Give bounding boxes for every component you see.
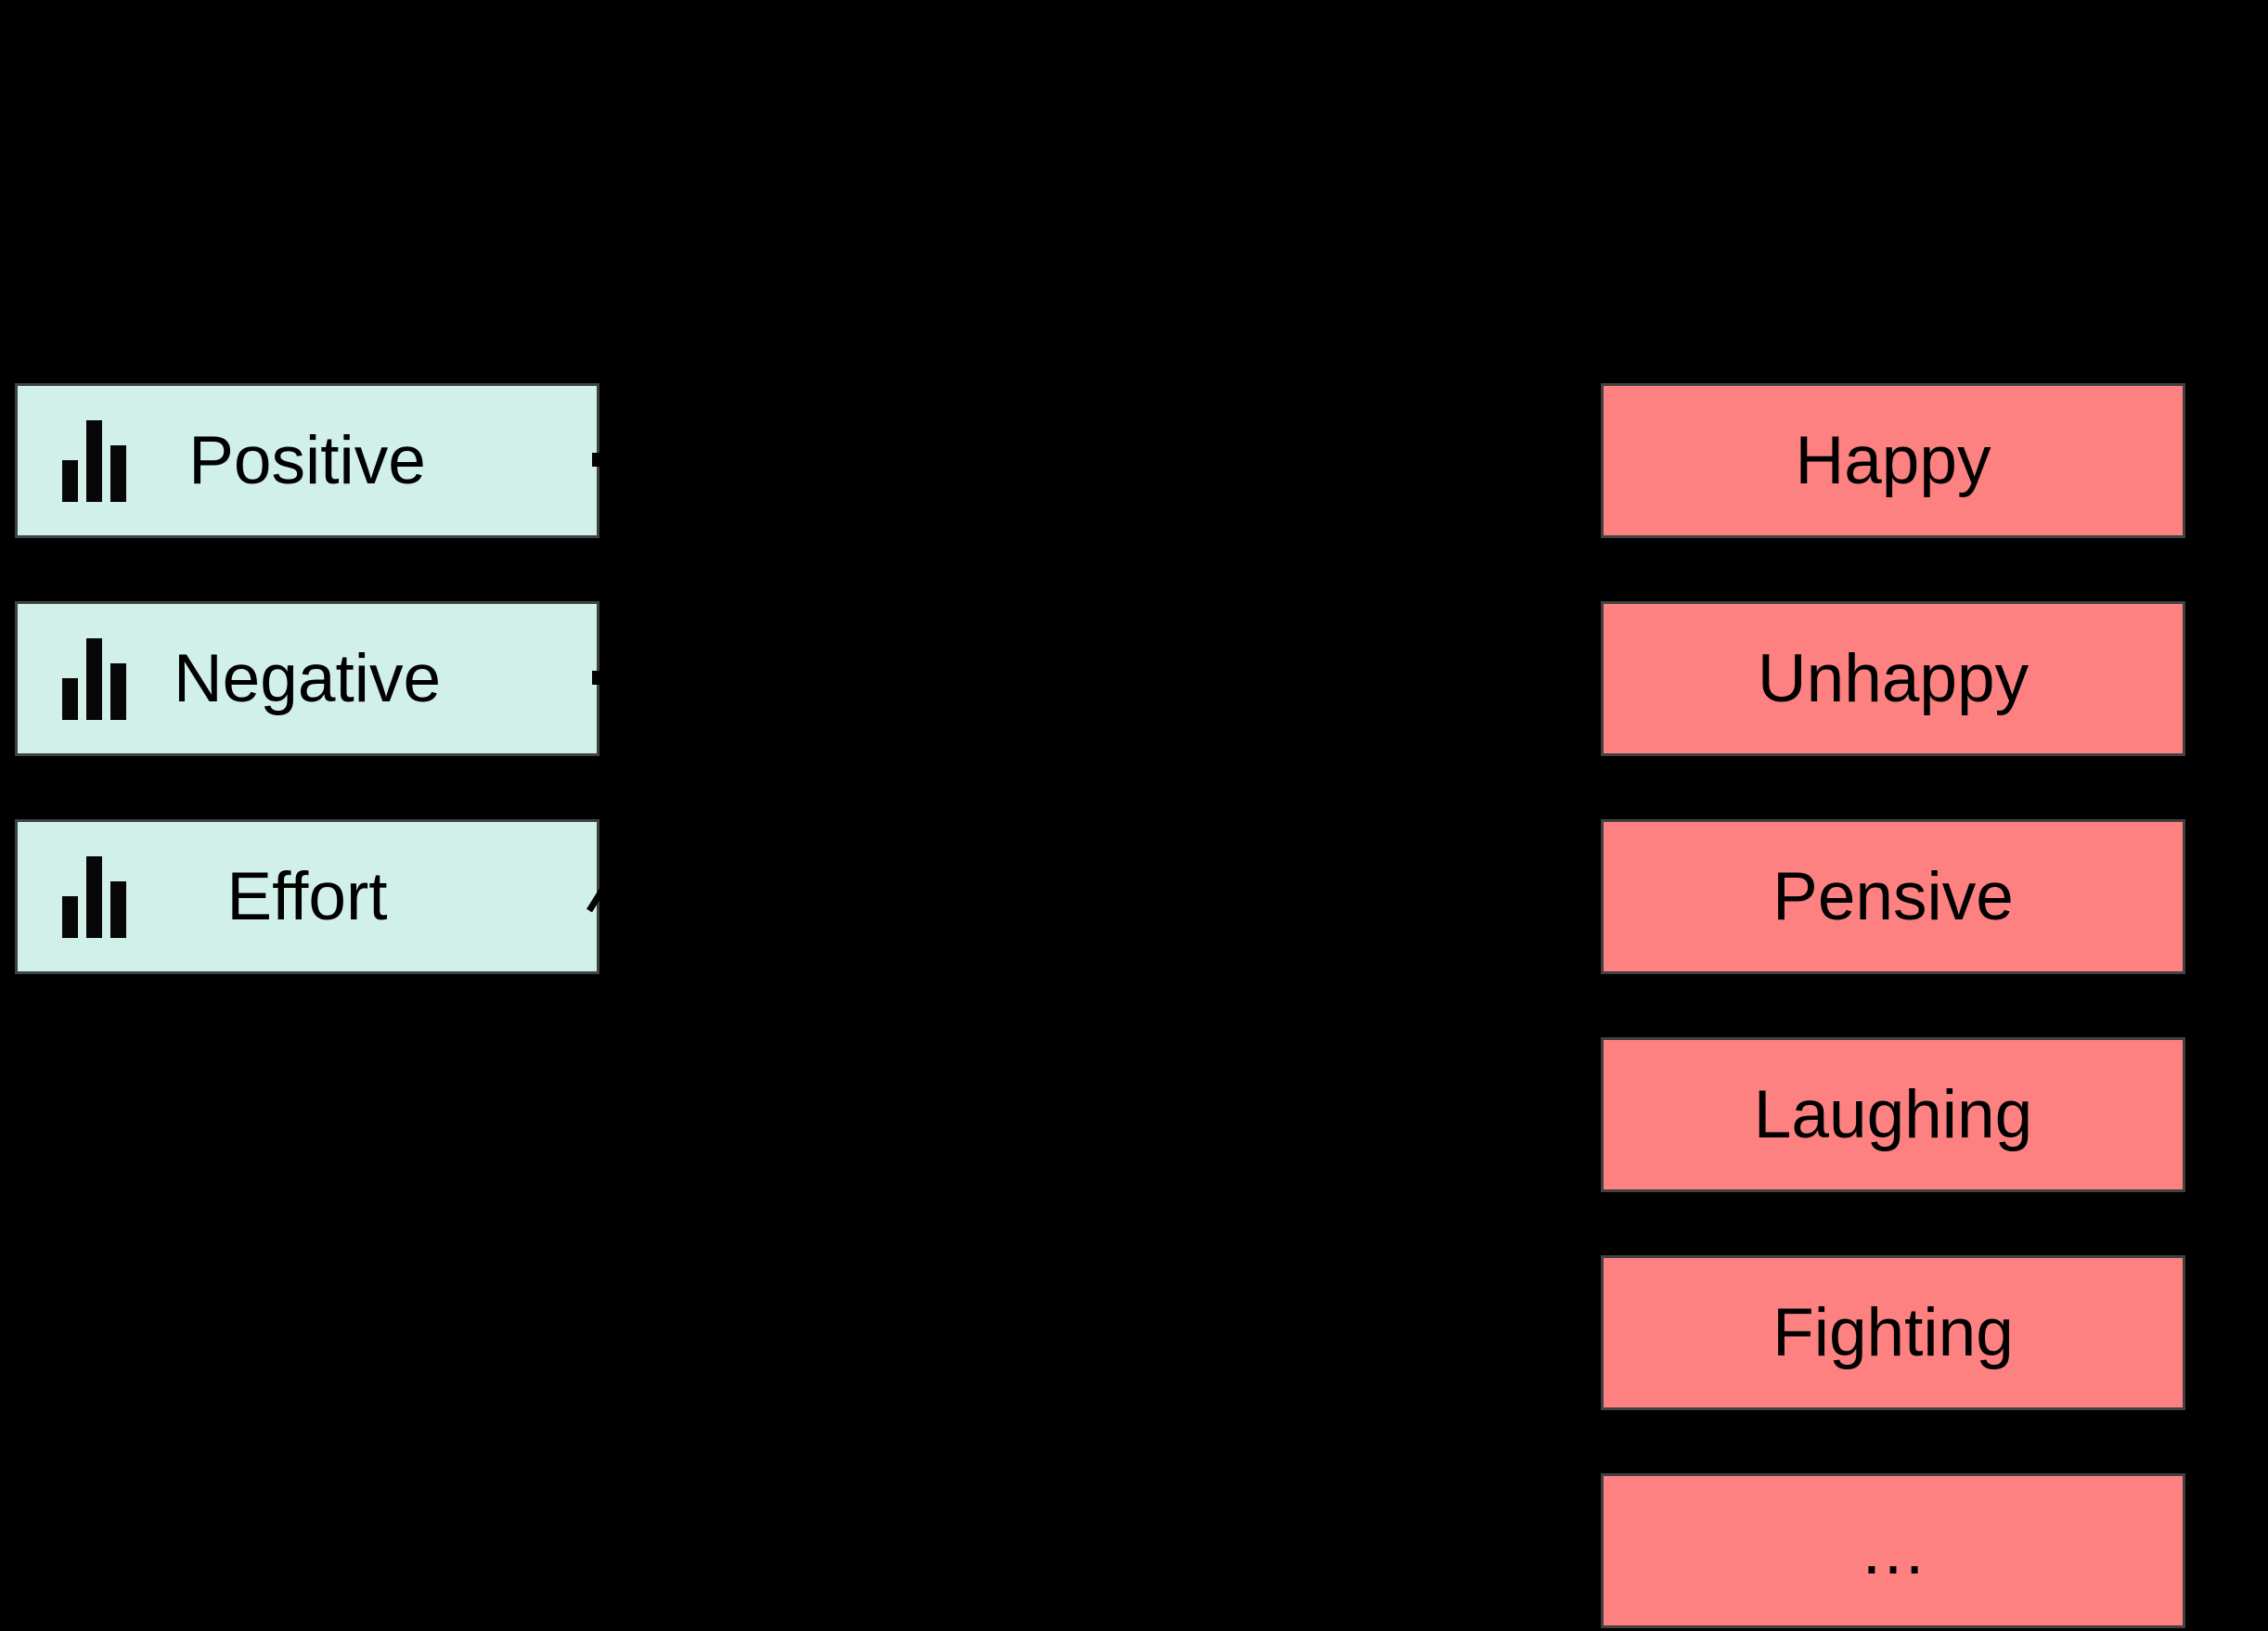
box-label: Effort bbox=[226, 859, 388, 934]
box-label: Pensive bbox=[1772, 859, 2014, 934]
emotion-box-happy: Happy bbox=[1601, 383, 2185, 538]
box-label: Happy bbox=[1795, 423, 1991, 498]
emotion-box-fighting: Fighting bbox=[1601, 1255, 2185, 1410]
bar-chart-icon bbox=[62, 420, 126, 502]
sentiment-box-negative: Negative bbox=[15, 601, 599, 756]
box-label: … bbox=[1859, 1513, 1927, 1588]
emotion-box-laughing: Laughing bbox=[1601, 1037, 2185, 1192]
box-label: Unhappy bbox=[1757, 641, 2030, 716]
connector-stub bbox=[592, 453, 602, 467]
box-label: Negative bbox=[173, 641, 442, 716]
bar-chart-icon bbox=[62, 856, 126, 938]
bar-chart-icon bbox=[62, 638, 126, 720]
sentiment-box-positive: Positive bbox=[15, 383, 599, 538]
emotion-box-pensive: Pensive bbox=[1601, 819, 2185, 974]
box-label: Laughing bbox=[1753, 1077, 2033, 1152]
emotion-box-unhappy: Unhappy bbox=[1601, 601, 2185, 756]
sentiment-box-effort: Effort bbox=[15, 819, 599, 974]
connector-stub bbox=[592, 671, 602, 685]
box-label: Fighting bbox=[1772, 1295, 2014, 1370]
emotion-box-ellipsis: … bbox=[1601, 1473, 2185, 1628]
box-label: Positive bbox=[188, 423, 426, 498]
